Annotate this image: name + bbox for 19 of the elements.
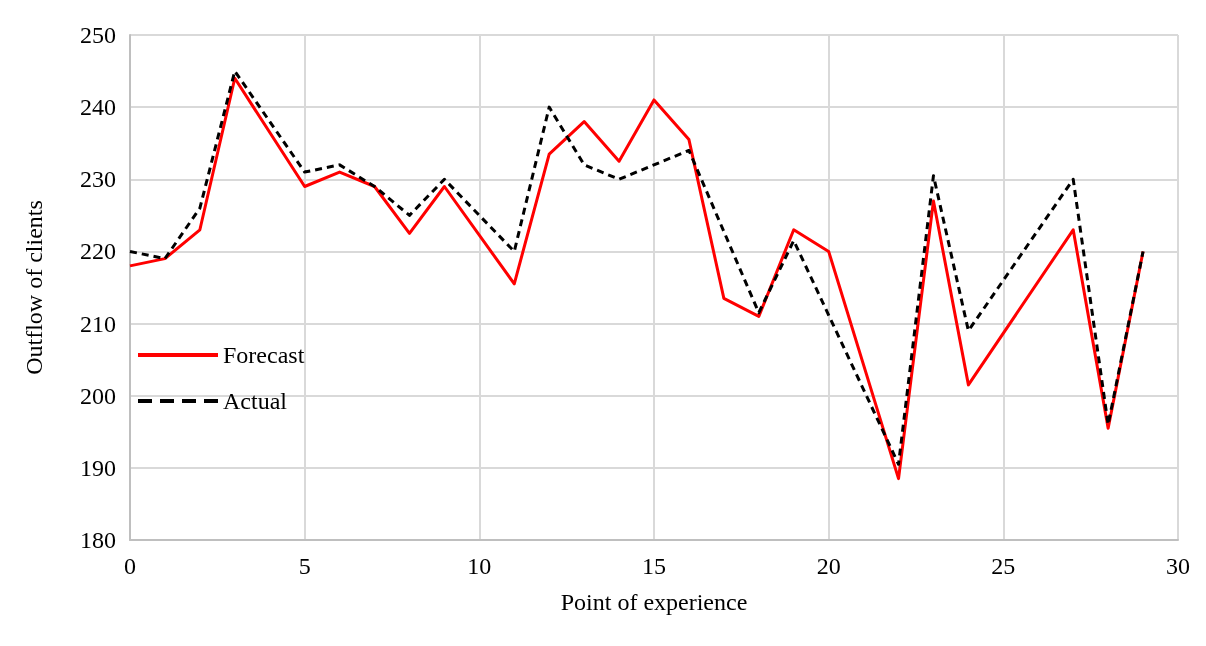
y-tick-label: 210 <box>80 310 116 337</box>
y-tick-label: 180 <box>80 527 116 553</box>
x-tick-label: 15 <box>642 553 666 579</box>
legend-label: Actual <box>223 388 288 414</box>
x-tick-label: 5 <box>298 553 311 579</box>
x-tick-label: 0 <box>124 553 136 579</box>
x-tick-label: 10 <box>467 553 492 579</box>
x-tick-label: 25 <box>991 553 1016 579</box>
x-tick-label: 20 <box>816 553 841 579</box>
y-tick-label: 220 <box>80 238 116 265</box>
y-tick-label: 250 <box>80 22 116 48</box>
y-tick-label: 230 <box>80 166 116 193</box>
y-tick-label: 190 <box>80 454 116 481</box>
x-tick-label: 30 <box>1166 553 1190 579</box>
y-axis-title: Outflow of clients <box>21 200 47 375</box>
x-axis-title: Point of experience <box>560 589 748 615</box>
y-tick-label: 200 <box>80 382 116 409</box>
y-tick-label: 240 <box>80 94 116 121</box>
legend-label: Forecast <box>223 342 305 368</box>
